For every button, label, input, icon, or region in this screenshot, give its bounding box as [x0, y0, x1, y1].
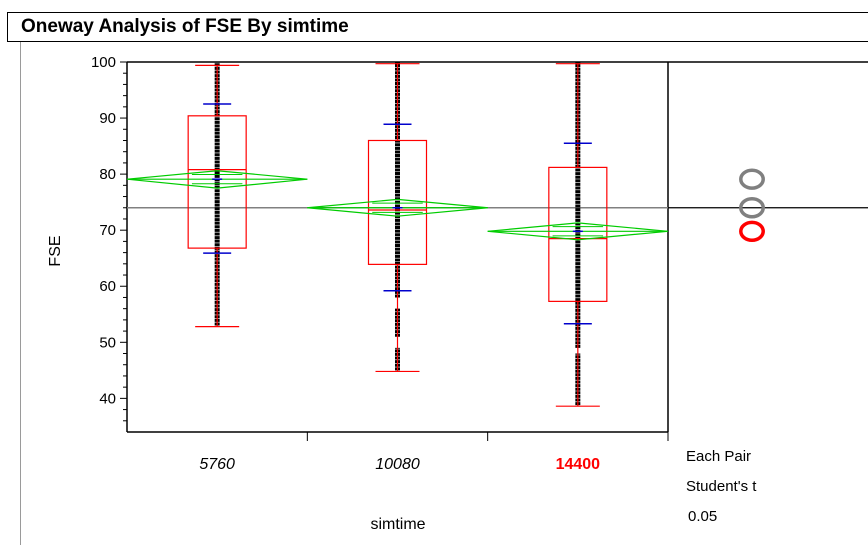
- quantile-box: [187, 115, 247, 249]
- y-tick-label: 90: [99, 110, 116, 127]
- y-tick-label: 50: [99, 334, 116, 351]
- y-axis-title: FSE: [47, 235, 64, 266]
- x-tick-label: 5760: [199, 456, 235, 473]
- y-tick-label: 60: [99, 278, 116, 295]
- y-tick-label: 80: [99, 166, 116, 183]
- report-title: Oneway Analysis of FSE By simtime: [21, 16, 349, 37]
- comparison-circle: [739, 220, 765, 243]
- x-axis-title: simtime: [370, 516, 425, 533]
- x-tick-label: 14400: [556, 456, 601, 473]
- comparison-circle: [739, 197, 765, 219]
- y-tick-label: 70: [99, 222, 116, 239]
- outline-bar: [20, 42, 21, 545]
- quantile-box: [548, 166, 608, 302]
- y-tick-label: 100: [91, 54, 116, 71]
- comparison-label: Student's t: [686, 478, 757, 495]
- y-tick-label: 40: [99, 390, 116, 407]
- x-tick-label: 10080: [375, 456, 420, 473]
- comparison-label: 0.05: [688, 508, 717, 525]
- report-header[interactable]: Oneway Analysis of FSE By simtime: [7, 12, 868, 42]
- comparison-label: Each Pair: [686, 448, 751, 465]
- comparison-circle: [739, 168, 765, 190]
